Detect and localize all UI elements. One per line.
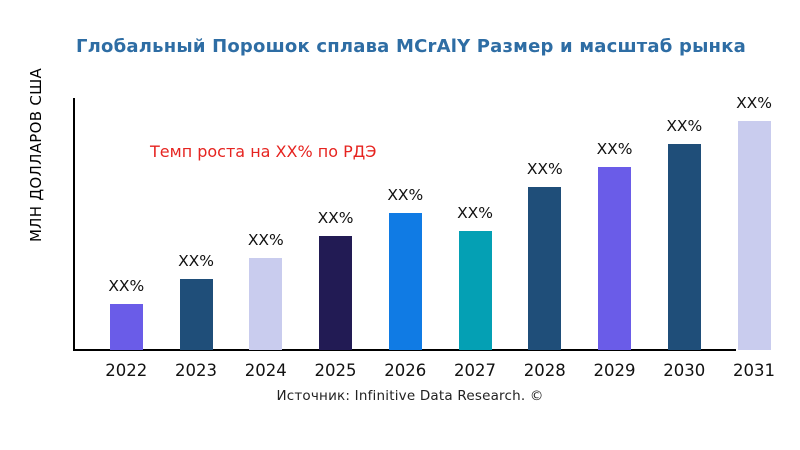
bar-2029 [598,166,632,350]
bar-value-label-2022: XX% [108,277,145,296]
bar-value-label-2029: XX% [596,139,633,158]
bar-2022 [109,304,143,350]
bar-2031 [737,121,771,350]
bar-2030 [667,143,701,350]
x-tick-label-2025: 2025 [314,361,357,380]
x-tick-label-2030: 2030 [663,361,706,380]
bar-2027 [458,230,492,350]
x-tick-label-2023: 2023 [175,361,218,380]
bar-2024 [249,258,283,350]
y-axis-line [73,98,75,351]
x-tick-label-2026: 2026 [384,361,427,380]
bar-2025 [319,235,353,350]
bar-value-label-2023: XX% [178,252,215,271]
x-tick-label-2028: 2028 [523,361,566,380]
bar-value-label-2028: XX% [526,160,563,179]
bar-2023 [179,279,213,350]
plot-area: Темп роста на XX% по РДЭ XX% 2022 XX% 2023 X… [73,94,785,380]
bar-2026 [388,212,422,350]
chart-title: Глобальный Порошок сплава MCrAlY Размер … [76,36,746,57]
y-axis-label: МЛН ДОЛЛАРОВ США [27,67,45,243]
x-tick-label-2022: 2022 [105,361,148,380]
bar-value-label-2025: XX% [317,208,354,227]
x-tick-label-2024: 2024 [244,361,287,380]
bar-value-label-2031: XX% [736,94,773,112]
bar-value-label-2026: XX% [387,185,424,204]
x-tick-label-2027: 2027 [454,361,497,380]
bar-value-label-2027: XX% [457,203,494,222]
bar-value-label-2030: XX% [666,116,703,135]
bar-2028 [528,187,562,350]
source-caption: Источник: Infinitive Data Research. © [276,388,544,404]
bar-value-label-2024: XX% [247,231,284,250]
x-tick-label-2031: 2031 [733,361,776,380]
x-axis-line [73,349,736,351]
growth-rate-annotation: Темп роста на XX% по РДЭ [150,142,377,161]
x-tick-label-2029: 2029 [593,361,636,380]
